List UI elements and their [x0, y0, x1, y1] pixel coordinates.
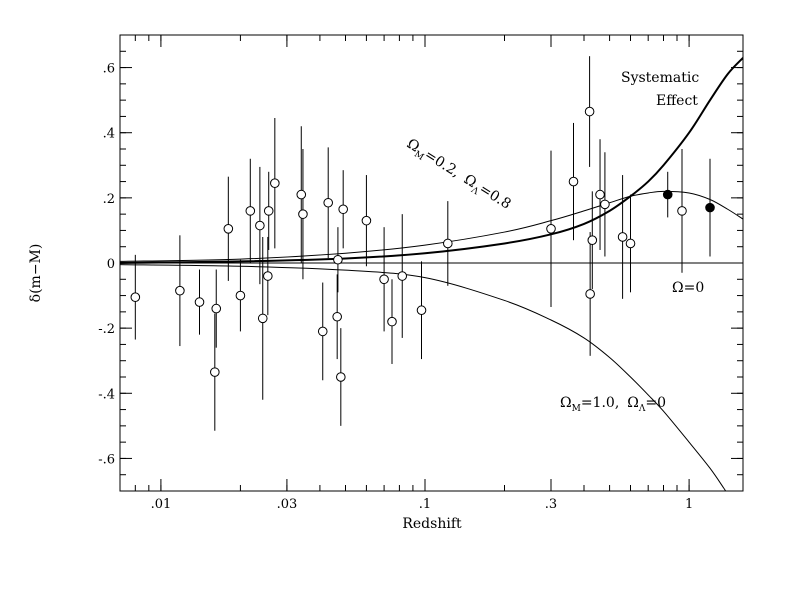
error-bars	[134, 56, 711, 431]
open-data-point	[443, 238, 453, 249]
open-data-point	[323, 197, 334, 208]
annotation-omega-zero: Ω=0	[672, 280, 704, 296]
open-data-point	[416, 305, 427, 316]
open-data-point	[336, 372, 346, 382]
open-data-point	[617, 232, 628, 242]
open-data-point	[625, 238, 636, 249]
y-tick-label: -.4	[98, 387, 115, 402]
open-data-point	[587, 235, 598, 245]
open-data-point	[175, 285, 185, 296]
y-tick-label: 0	[107, 257, 115, 272]
open-data-point	[257, 313, 268, 324]
x-tick-label: .01	[151, 497, 172, 512]
model-curves	[120, 57, 743, 491]
open-data-point	[223, 224, 234, 234]
systematic-effect-curve	[120, 57, 743, 264]
tick-labels: .01 .03 .1 .3 1 .6 .4 .2 0 -.2 -.4 -.6	[98, 62, 693, 512]
open-data-point	[333, 254, 343, 265]
open-data-point	[270, 178, 280, 188]
y-tick-label: .2	[103, 192, 115, 207]
open-data-point	[194, 297, 205, 307]
filled-data-point	[705, 202, 715, 213]
open-data-point	[546, 224, 556, 234]
open-data-point	[595, 189, 605, 200]
y-tick-label: -.2	[98, 322, 115, 337]
open-data-point	[263, 206, 274, 216]
y-tick-label: .4	[103, 127, 115, 142]
annotation-flat-model: ΩM=0.2,ΩΛ=0.8	[402, 136, 513, 215]
open-data-point	[568, 176, 579, 187]
open-data-point	[379, 274, 389, 285]
annotation-systematic-line2: Effect	[656, 93, 698, 109]
x-tick-label: .1	[419, 497, 431, 512]
x-tick-label: .3	[545, 497, 557, 512]
x-axis-title: Redshift	[402, 516, 462, 532]
open-data-point	[235, 290, 246, 301]
open-data-point	[296, 189, 307, 200]
einstein-desitter-curve	[120, 264, 727, 491]
y-tick-label: .6	[103, 62, 115, 77]
open-data-point	[210, 367, 220, 377]
open-data-point	[387, 316, 397, 327]
open-data-point	[245, 206, 256, 216]
open-data-point	[130, 292, 141, 303]
flat-lambda-curve	[120, 190, 743, 262]
open-data-point	[584, 106, 595, 117]
open-data-point	[677, 206, 687, 216]
filled-data-point	[662, 189, 673, 200]
open-data-point	[361, 215, 372, 226]
major-ticks	[120, 35, 743, 491]
annotation-systematic-line1: Systematic	[621, 70, 699, 86]
y-tick-label: -.6	[98, 452, 115, 467]
y-axis-title: δ(m−M)	[28, 244, 44, 303]
open-data-point	[338, 204, 348, 215]
open-data-point	[332, 311, 342, 322]
open-data-point	[298, 209, 308, 219]
annotation-einstein-model: ΩM=1.0, ΩΛ=0	[560, 395, 666, 414]
open-data-point	[317, 326, 328, 337]
open-data-point	[263, 271, 273, 281]
x-tick-label: 1	[685, 497, 693, 512]
open-data-point	[585, 289, 595, 299]
open-data-point	[397, 271, 408, 281]
data-points	[130, 106, 715, 382]
open-data-point	[211, 303, 222, 314]
x-tick-label: .03	[277, 497, 298, 512]
open-data-point	[255, 220, 265, 231]
open-data-point	[600, 199, 610, 210]
